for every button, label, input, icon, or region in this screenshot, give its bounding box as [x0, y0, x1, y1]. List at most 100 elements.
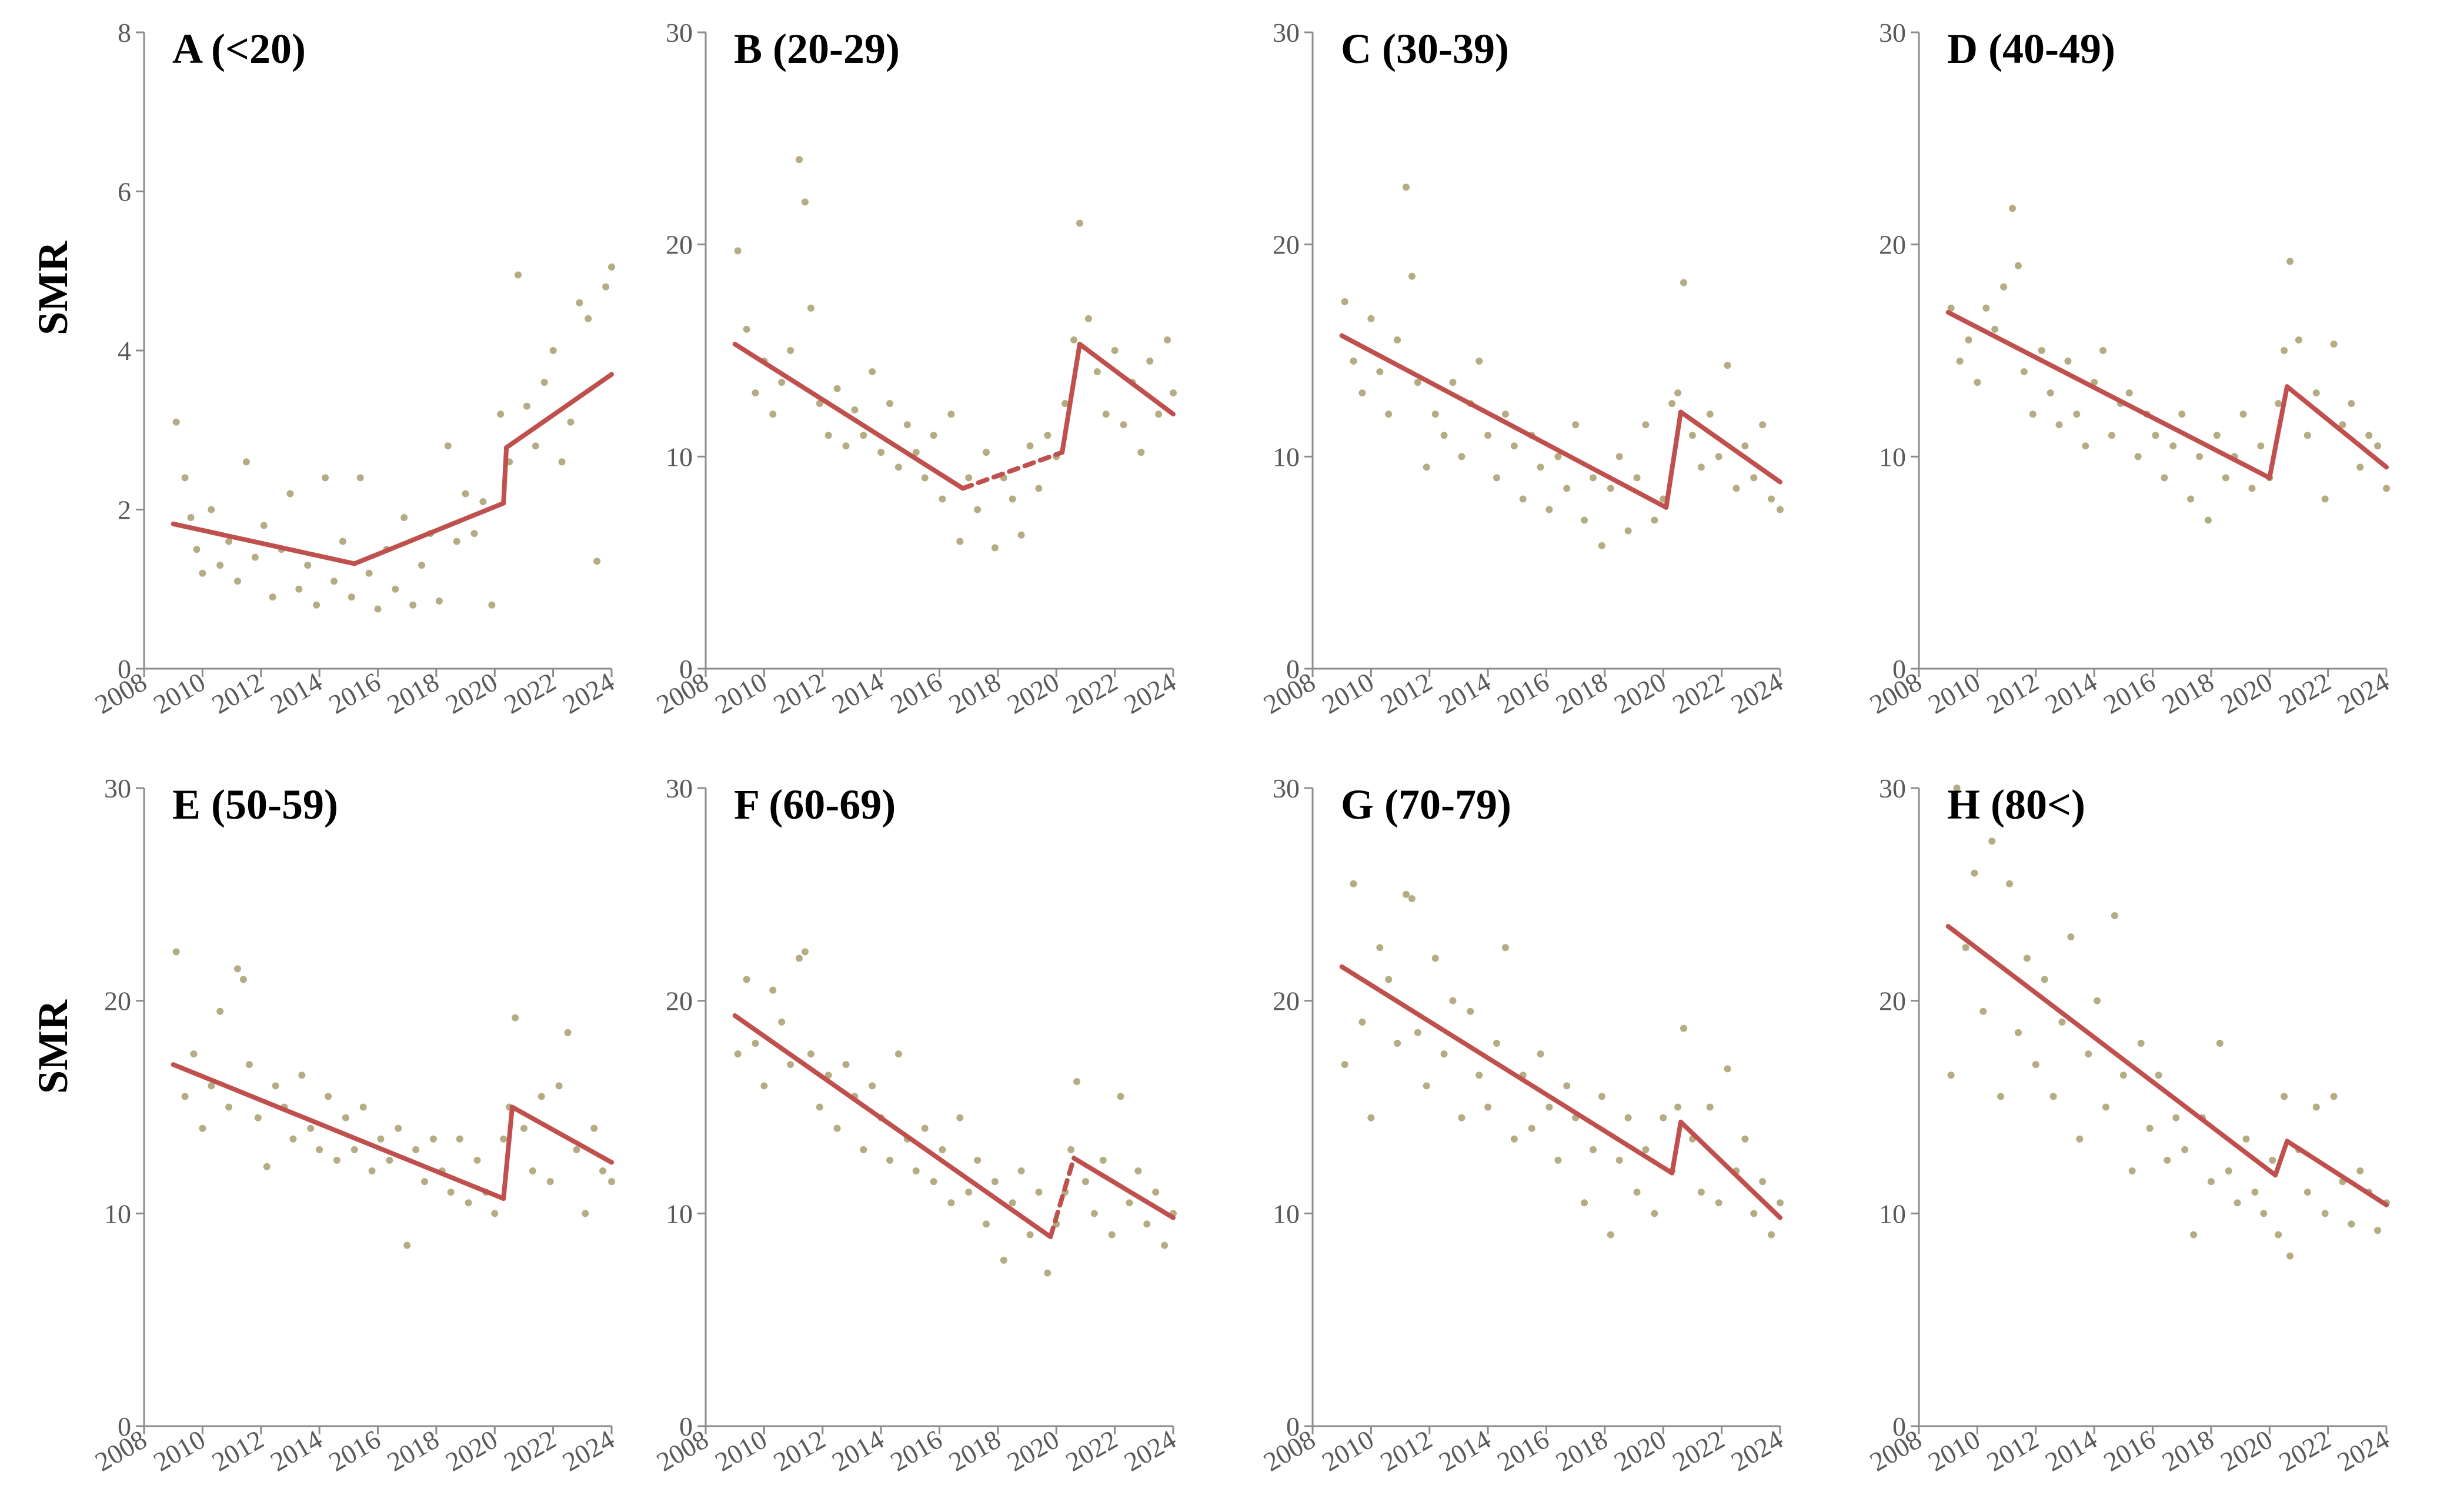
data-point-c	[1715, 453, 1722, 460]
y-tick-label-e: 10	[104, 1199, 131, 1229]
data-point-b	[1026, 442, 1034, 450]
panel-a: 0246820082010201220142016201820202022202…	[90, 18, 619, 720]
data-point-e	[368, 1167, 376, 1174]
x-tick-label-a: 2010	[148, 666, 210, 719]
data-point-e	[456, 1135, 463, 1143]
x-tick-label-b: 2014	[827, 666, 889, 719]
fit-line-segment-a	[504, 372, 614, 450]
data-point-a	[295, 585, 303, 593]
y-tick-label-d: 10	[1879, 442, 1906, 472]
data-point-d	[2312, 389, 2320, 397]
data-point-d	[2125, 389, 2133, 397]
data-point-d	[2152, 432, 2159, 439]
data-point-d	[1947, 304, 1955, 312]
data-point-d	[2365, 432, 2373, 439]
data-point-b	[869, 368, 876, 376]
data-point-h	[2137, 1040, 2145, 1047]
data-point-h	[2181, 1146, 2189, 1153]
data-point-b	[1170, 389, 1177, 397]
fit-line-segment-b	[732, 342, 966, 491]
x-tick-label-f: 2014	[827, 1424, 889, 1477]
data-point-c	[1732, 485, 1740, 492]
data-point-e	[520, 1124, 528, 1132]
data-point-d	[2187, 495, 2195, 503]
x-tick-label-f: 2016	[885, 1424, 947, 1477]
data-point-f	[787, 1061, 794, 1069]
panel-h: 0102030200820102012201420162018202020222…	[1865, 773, 2394, 1477]
data-point-g	[1501, 944, 1509, 952]
data-point-h	[2374, 1227, 2382, 1234]
data-point-c	[1688, 432, 1696, 439]
data-point-d	[2161, 474, 2168, 482]
x-tick-label-c: 2022	[1667, 666, 1729, 719]
data-point-a	[234, 578, 241, 585]
data-point-b	[877, 449, 885, 456]
data-point-b	[752, 389, 759, 397]
fit-line-segment-e	[171, 1062, 506, 1201]
x-tick-label-a: 2024	[557, 666, 619, 719]
data-point-a	[515, 271, 522, 279]
x-tick-label-e: 2018	[382, 1424, 444, 1477]
data-point-b	[778, 379, 786, 386]
data-point-e	[263, 1163, 271, 1170]
data-point-d	[2014, 262, 2022, 269]
data-point-e	[491, 1210, 499, 1217]
data-point-h	[1979, 1007, 1987, 1015]
data-point-b	[734, 247, 742, 255]
y-tick-label-a: 4	[118, 336, 131, 366]
data-point-a	[216, 562, 224, 569]
data-point-c	[1484, 432, 1492, 439]
data-point-a	[470, 530, 478, 538]
data-point-f	[1073, 1078, 1081, 1086]
x-tick-label-f: 2020	[1002, 1424, 1064, 1477]
data-point-e	[325, 1093, 332, 1100]
data-point-g	[1750, 1210, 1758, 1217]
data-point-c	[1741, 442, 1749, 450]
data-point-b	[1061, 400, 1069, 408]
y-tick-label-h: 20	[1879, 986, 1906, 1016]
data-point-a	[576, 299, 583, 306]
data-point-e	[289, 1135, 297, 1143]
data-point-b	[947, 410, 955, 418]
x-tick-label-c: 2010	[1317, 666, 1378, 719]
x-tick-label-e: 2012	[207, 1424, 269, 1477]
data-point-c	[1581, 516, 1588, 524]
x-tick-label-a: 2022	[499, 666, 560, 719]
data-point-f	[956, 1114, 964, 1122]
data-point-b	[974, 506, 982, 513]
data-point-f	[1143, 1220, 1151, 1228]
data-point-f	[1161, 1241, 1169, 1249]
x-tick-label-h: 2022	[2274, 1424, 2335, 1477]
x-tick-label-g: 2014	[1434, 1424, 1495, 1477]
data-point-a	[435, 598, 443, 605]
panel-title-b: B (20-29)	[734, 25, 900, 72]
data-point-c	[1519, 495, 1527, 503]
data-point-g	[1376, 944, 1384, 952]
data-point-a	[453, 538, 460, 545]
fit-line-segment-g	[1670, 1119, 1684, 1176]
data-point-e	[512, 1014, 519, 1022]
data-point-g	[1537, 1050, 1544, 1058]
y-tick-label-c: 0	[1286, 654, 1300, 684]
data-point-a	[549, 347, 557, 354]
fit-line-segment-h	[2285, 1139, 2389, 1207]
data-point-h	[2216, 1040, 2224, 1047]
data-point-f	[801, 948, 809, 956]
data-point-b	[1137, 449, 1145, 456]
data-point-e	[429, 1135, 437, 1143]
data-point-h	[1997, 1093, 2005, 1100]
data-point-c	[1642, 421, 1650, 429]
x-tick-label-a: 2018	[382, 666, 444, 719]
y-tick-label-f: 0	[679, 1411, 693, 1441]
data-point-a	[208, 506, 215, 513]
data-point-a	[608, 263, 615, 271]
data-point-h	[1971, 869, 1978, 877]
data-point-a	[356, 474, 364, 482]
data-point-c	[1706, 410, 1714, 418]
data-point-e	[254, 1114, 262, 1122]
data-point-c	[1408, 272, 1416, 280]
data-point-d	[2330, 341, 2338, 348]
data-point-a	[181, 474, 189, 482]
fit-line-segment-c	[1678, 409, 1782, 485]
